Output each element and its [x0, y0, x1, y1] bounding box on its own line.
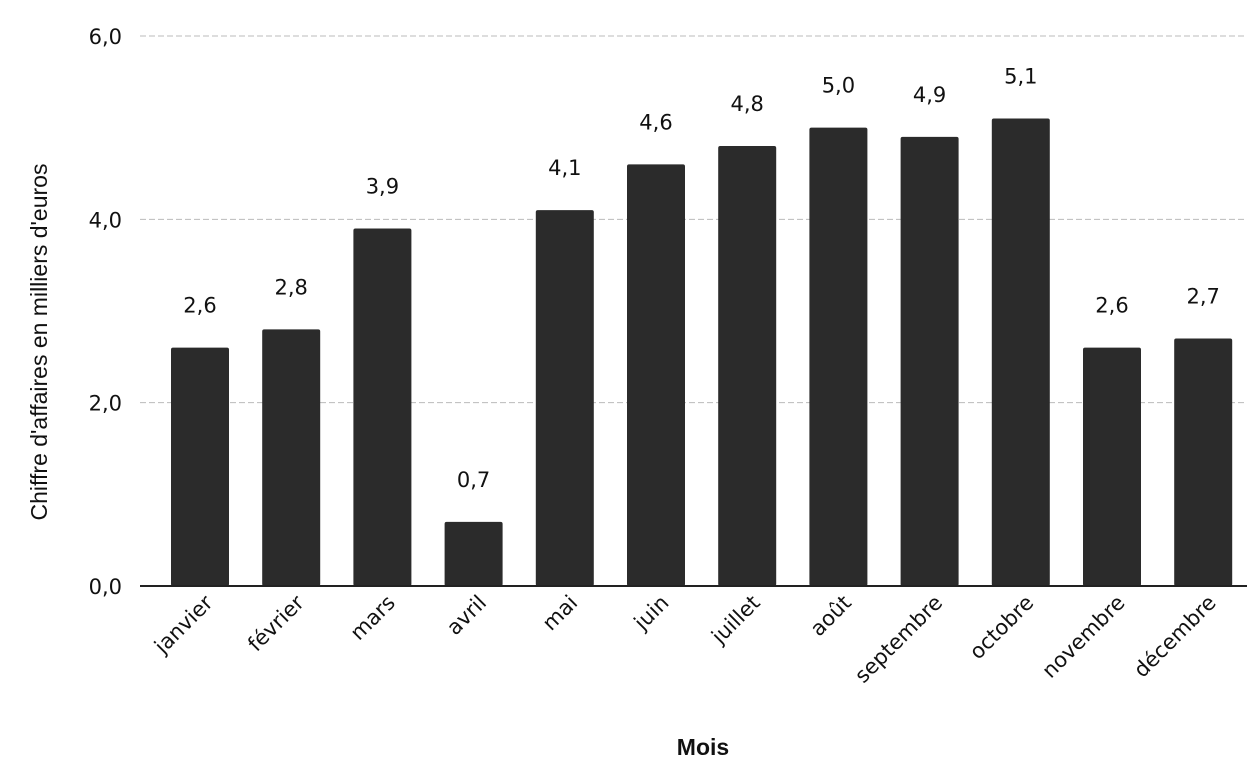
x-category-label: janvier	[149, 590, 218, 659]
y-tick-labels: 0,0 2,0 4,0 6,0	[89, 25, 122, 599]
data-label: 2,8	[274, 275, 307, 299]
bar	[444, 521, 503, 586]
x-category-label: août	[806, 591, 856, 641]
y-tick-label: 0,0	[89, 575, 122, 599]
data-label: 4,6	[639, 110, 672, 134]
x-category-labels: janvier février mars avril mai juin juillet aoû…	[149, 590, 1221, 687]
data-label: 4,9	[913, 83, 946, 107]
data-label: 4,1	[548, 156, 581, 180]
gridlines	[140, 35, 1247, 404]
x-category-label: mars	[346, 591, 400, 645]
y-axis-title: Chiffre d'affaires en milliers d'euros	[26, 164, 52, 521]
x-category-label: octobre	[965, 591, 1038, 664]
bar	[535, 210, 594, 586]
bar	[1083, 347, 1141, 586]
data-label: 2,6	[1095, 294, 1128, 318]
bar	[900, 136, 959, 587]
bar	[262, 329, 321, 586]
x-category-label: mai	[538, 591, 583, 636]
bar	[718, 146, 777, 586]
data-label: 2,6	[183, 294, 216, 318]
x-axis-title: Mois	[677, 734, 729, 760]
bar	[627, 164, 685, 587]
data-label: 2,7	[1186, 285, 1219, 309]
x-category-label: juillet	[706, 591, 765, 650]
data-labels: 2,6 2,8 3,9 0,7 4,1 4,6 4,8 5,0 4,9 5,1 2,6 2,7	[183, 65, 1220, 492]
y-tick-label: 6,0	[89, 25, 122, 49]
data-label: 5,0	[822, 74, 855, 98]
data-label: 3,9	[366, 175, 399, 199]
data-label: 0,7	[457, 468, 490, 492]
x-category-label: septembre	[850, 591, 947, 688]
data-label: 4,8	[730, 92, 763, 116]
bar	[809, 127, 868, 587]
bar	[171, 347, 229, 586]
x-category-label: février	[243, 590, 309, 656]
bar	[353, 228, 412, 586]
x-category-label: novembre	[1037, 591, 1129, 683]
x-category-label: décembre	[1129, 591, 1221, 683]
bar	[1174, 338, 1233, 586]
x-category-label: avril	[442, 591, 491, 640]
y-tick-label: 4,0	[89, 208, 122, 232]
x-category-label: juin	[629, 591, 674, 636]
data-label: 5,1	[1004, 65, 1037, 89]
bars	[171, 118, 1233, 587]
bar	[991, 118, 1050, 586]
y-tick-label: 2,0	[89, 392, 122, 416]
